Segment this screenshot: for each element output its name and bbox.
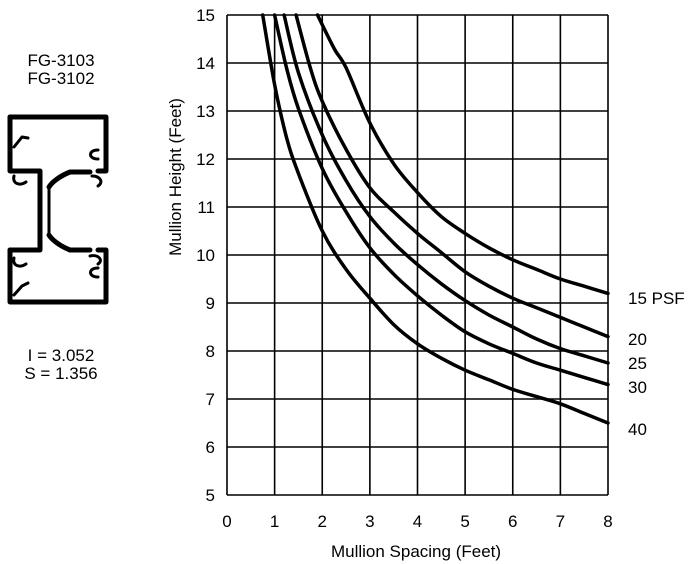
curve-label: 15 PSF — [628, 289, 685, 308]
y-tick-label: 7 — [206, 390, 215, 409]
x-tick-label: 6 — [508, 512, 517, 531]
profile-name-1: FG-3103 — [27, 51, 95, 70]
y-tick-label: 14 — [196, 54, 215, 73]
curve-label: 25 — [628, 354, 647, 373]
section-modulus: S = 1.356 — [24, 364, 98, 383]
load-curves — [260, 13, 610, 425]
curve-20 — [294, 13, 610, 339]
mullion-profile-drawing — [7, 114, 109, 305]
y-tick-label: 11 — [197, 198, 215, 217]
chart-grid — [226, 14, 609, 496]
y-tick-label: 5 — [206, 486, 215, 505]
x-tick-label: 4 — [413, 512, 422, 531]
x-tick-label: 1 — [270, 512, 279, 531]
x-axis-label: Mullion Spacing (Feet) — [331, 542, 501, 561]
x-tick-label: 2 — [318, 512, 327, 531]
x-tick-label: 3 — [365, 512, 374, 531]
x-tick-label: 0 — [222, 512, 231, 531]
curve-label: 40 — [628, 420, 647, 439]
x-tick-labels: 0 1 2 3 4 5 6 7 8 — [222, 512, 612, 531]
y-tick-label: 8 — [206, 342, 215, 361]
y-tick-label: 6 — [206, 438, 215, 457]
curve-labels: 15 PSF 20 25 30 40 — [628, 289, 685, 439]
y-axis-label: Mullion Height (Feet) — [166, 98, 185, 256]
x-tick-label: 5 — [460, 512, 469, 531]
curve-25 — [282, 13, 610, 365]
x-tick-label: 8 — [603, 512, 612, 531]
curve-30 — [272, 13, 610, 387]
x-tick-label: 7 — [556, 512, 565, 531]
y-tick-label: 13 — [196, 102, 215, 121]
y-tick-label: 10 — [196, 246, 215, 265]
moment-of-inertia: I = 3.052 — [27, 346, 95, 365]
y-tick-labels: 5 6 7 8 9 10 11 12 13 14 15 — [196, 6, 215, 505]
curve-15psf — [315, 13, 610, 296]
curve-label: 20 — [628, 330, 647, 349]
y-tick-label: 15 — [196, 6, 215, 25]
curve-40 — [260, 13, 610, 425]
profile-name-2: FG-3102 — [27, 69, 95, 88]
curve-label: 30 — [628, 378, 647, 397]
y-tick-label: 9 — [206, 294, 215, 313]
y-tick-label: 12 — [196, 150, 215, 169]
